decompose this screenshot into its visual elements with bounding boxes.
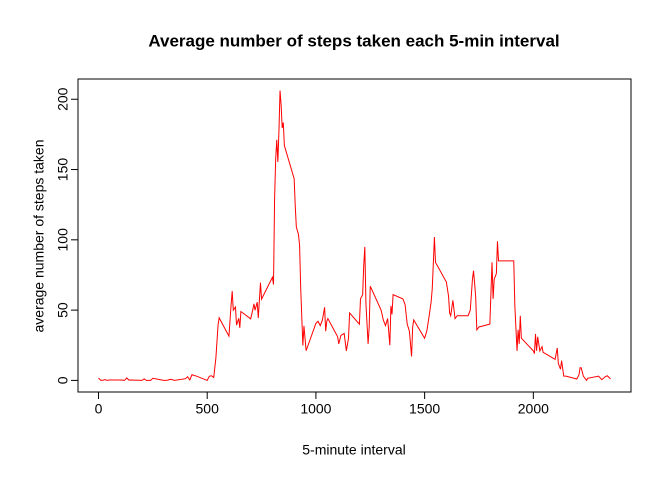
x-tick-label: 1000 <box>300 401 331 417</box>
y-tick-label: 200 <box>55 87 71 111</box>
x-tick-label: 500 <box>196 401 220 417</box>
x-tick-label: 0 <box>95 401 103 417</box>
x-tick-label: 2000 <box>518 401 549 417</box>
chart-title: Average number of steps taken each 5-min… <box>148 31 559 50</box>
y-tick-label: 150 <box>55 158 71 182</box>
y-tick-label: 100 <box>55 228 71 252</box>
x-axis-label: 5-minute interval <box>302 442 406 458</box>
y-tick-label: 0 <box>55 376 71 384</box>
data-line <box>98 90 611 382</box>
y-tick-label: 50 <box>55 302 71 318</box>
y-axis-label: average number of steps taken <box>31 139 47 332</box>
x-tick-label: 1500 <box>409 401 440 417</box>
